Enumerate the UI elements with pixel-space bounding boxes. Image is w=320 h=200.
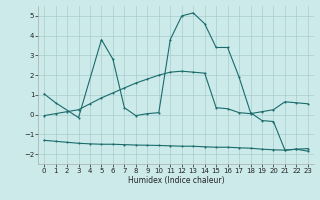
X-axis label: Humidex (Indice chaleur): Humidex (Indice chaleur) [128,176,224,185]
